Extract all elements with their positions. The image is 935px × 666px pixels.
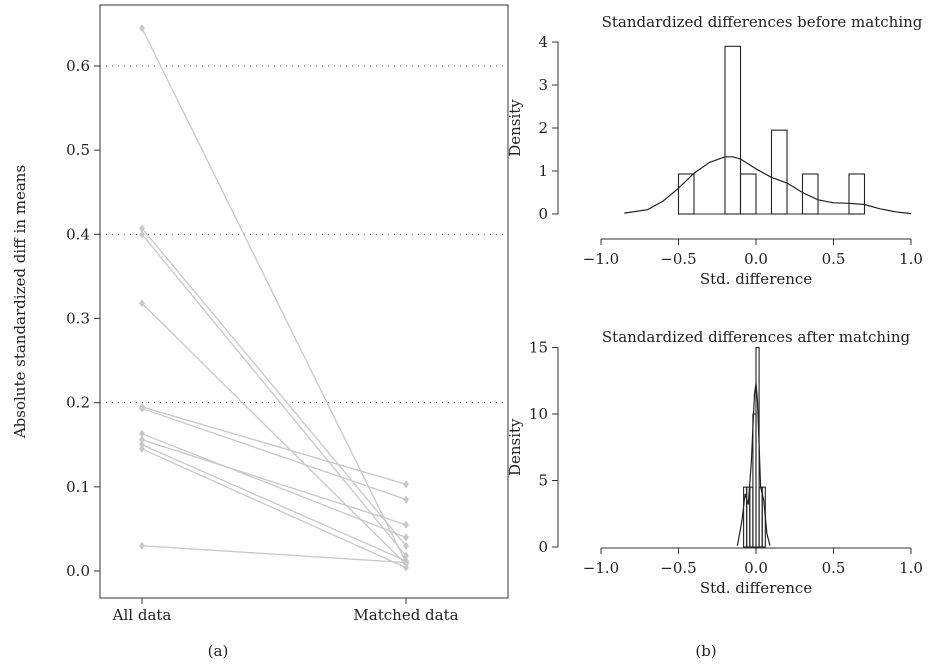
y-tick-label-4: 0.4 [66, 225, 90, 243]
x-tick-label-2: 0.0 [744, 250, 768, 268]
y-tick-label-0: 0 [538, 205, 548, 223]
x-tick-label-0: −1.0 [583, 559, 619, 577]
y-axis-label: Absolute standardized diff in means [11, 165, 29, 439]
data-point-0-0 [139, 24, 145, 33]
data-point-7-0 [139, 435, 145, 444]
series-line-6 [141, 433, 407, 538]
data-point-6-1 [403, 533, 409, 542]
data-point-9-0 [139, 444, 145, 453]
panel-label-b: (b) [695, 642, 716, 660]
y-tick-label-0: 0 [538, 538, 548, 556]
density-curve [736, 383, 771, 546]
x-axis-label: Std. difference [700, 579, 812, 597]
bar-3 [770, 129, 788, 215]
series-line-10 [141, 545, 407, 564]
panel-b-after-chart: Standardized differences after matching 0… [506, 328, 923, 597]
y-tick-label-3: 15 [529, 339, 548, 357]
bar-0 [677, 173, 695, 215]
y-axis-label: Density [506, 99, 524, 157]
x-tick-label-3: 0.5 [822, 559, 846, 577]
data-point-7-1 [403, 520, 409, 529]
data-point-8-0 [139, 440, 145, 449]
x-tick-label-1: −0.5 [660, 559, 696, 577]
y-tick-label-2: 10 [529, 405, 548, 423]
series-line-1 [141, 228, 407, 547]
data-point-3-0 [139, 299, 145, 308]
density-curve [624, 156, 912, 215]
x-tick-label-3: 0.5 [822, 250, 846, 268]
y-tick-label-3: 0.3 [66, 310, 90, 328]
data-point-2-0 [139, 230, 145, 239]
plot-frame [99, 4, 509, 599]
x-tick-label-4: 1.0 [899, 559, 923, 577]
data-point-9-1 [403, 563, 409, 572]
y-tick-label-1: 5 [538, 472, 548, 490]
data-point-1-1 [403, 541, 409, 550]
x-tick-label-1: Matched data [353, 606, 458, 624]
bar-5 [848, 173, 866, 215]
bar-1 [724, 45, 742, 215]
series-line-9 [141, 448, 407, 569]
y-tick-label-2: 0.2 [66, 394, 90, 412]
data-point-1-0 [139, 224, 145, 233]
chart-title: Standardized differences after matching [602, 328, 911, 346]
y-tick-label-6: 0.6 [66, 57, 90, 75]
y-tick-label-1: 0.1 [66, 478, 90, 496]
bar-4 [801, 173, 819, 215]
y-tick-label-5: 0.5 [66, 141, 90, 159]
series-line-5 [141, 407, 407, 501]
series-line-2 [141, 233, 407, 557]
data-point-2-1 [403, 551, 409, 560]
series-line-0 [141, 27, 407, 563]
y-tick-label-2: 2 [538, 119, 548, 137]
panel-label-a: (a) [208, 642, 229, 660]
x-tick-label-2: 0.0 [744, 559, 768, 577]
x-tick-label-4: 1.0 [899, 250, 923, 268]
data-point-10-1 [403, 558, 409, 567]
series-line-3 [141, 302, 407, 565]
data-point-4-1 [403, 480, 409, 489]
chart-title: Standardized differences before matching [602, 13, 923, 31]
panel-a-chart: 0.0 0.1 0.2 0.3 0.4 0.5 0.6 All data Matched dat… [11, 4, 509, 624]
data-point-10-0 [139, 541, 145, 550]
data-point-5-1 [403, 495, 409, 504]
data-point-6-0 [139, 429, 145, 438]
series-line-8 [141, 444, 407, 562]
series-line-4 [141, 406, 407, 485]
y-tick-label-3: 3 [538, 76, 548, 94]
bar-2 [739, 173, 757, 215]
series-line-7 [141, 439, 407, 526]
x-tick-label-0: All data [112, 606, 172, 624]
panel-b-before-chart: Standardized differences before matching… [506, 13, 923, 288]
y-tick-label-1: 1 [538, 162, 548, 180]
x-axis-label: Std. difference [700, 270, 812, 288]
y-tick-label-0: 0.0 [66, 562, 90, 580]
y-tick-label-4: 4 [538, 33, 548, 51]
x-tick-label-1: −0.5 [660, 250, 696, 268]
data-point-5-0 [139, 404, 145, 413]
x-tick-label-0: −1.0 [583, 250, 619, 268]
y-axis-label: Density [506, 418, 524, 476]
